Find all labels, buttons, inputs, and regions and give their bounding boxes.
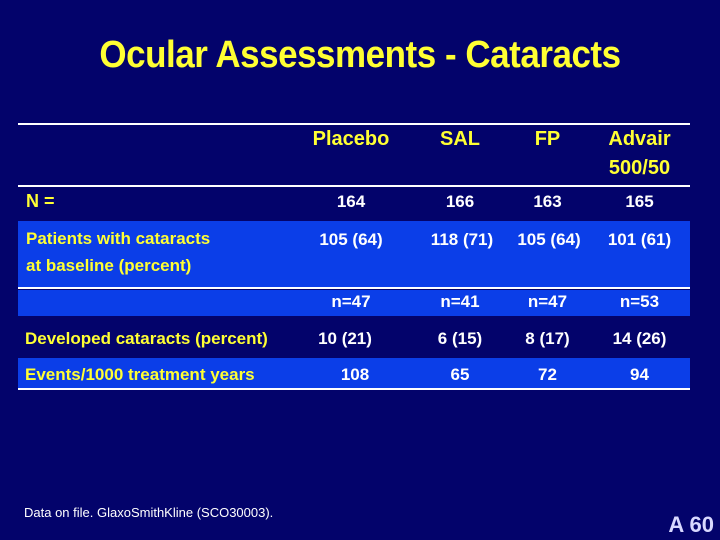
row-label-developed: Developed cataracts (percent) [25, 329, 268, 348]
row-label-baseline-2: at baseline (percent) [26, 256, 192, 275]
col-header-placebo: Placebo [312, 128, 390, 150]
cell-baseline-sal: 118 (71) [430, 230, 494, 249]
row-label-n: N = [26, 191, 55, 211]
slide-title: Ocular Assessments - Cataracts [99, 34, 621, 76]
row-label-events: Events/1000 treatment years [25, 365, 255, 384]
cell-baseline-fp: 105 (64) [517, 230, 581, 249]
cell-events-placebo: 108 [340, 365, 370, 384]
cell-baseline-advair: 101 (61) [607, 230, 672, 249]
row-band-events [18, 358, 690, 388]
col-header-advair: Advair [608, 128, 671, 150]
cell-developed-placebo: 10 (21) [318, 329, 372, 348]
footnote: Data on file. GlaxoSmithKline (SCO30003)… [24, 505, 274, 520]
col-header-advair-dose: 500/50 [608, 157, 671, 179]
table-bottom-rule [18, 388, 690, 390]
cell-developed-sal: 6 (15) [437, 329, 483, 348]
cell-n-sal: 166 [445, 192, 475, 211]
row-band-subgroup-n [18, 290, 690, 316]
cell-developed-advair: 14 (26) [612, 329, 667, 348]
cell-events-sal: 65 [450, 365, 470, 384]
cell-events-advair: 94 [630, 365, 649, 384]
cell-n-advair: 165 [625, 192, 654, 211]
row-label-baseline-1: Patients with cataracts [26, 229, 211, 248]
baseline-rule [18, 287, 690, 289]
cell-n-fp: 163 [533, 192, 562, 211]
cell-subn-fp: n=47 [527, 292, 568, 311]
row-band-baseline [18, 221, 690, 287]
cell-events-fp: 72 [538, 365, 557, 384]
cell-subn-placebo: n=47 [331, 292, 371, 311]
page-label: A 60 [668, 512, 714, 537]
header-rule [18, 185, 690, 187]
col-header-fp: FP [534, 128, 561, 150]
cell-subn-advair: n=53 [619, 292, 660, 311]
cell-baseline-placebo: 105 (64) [319, 230, 383, 249]
cell-developed-fp: 8 (17) [525, 329, 570, 348]
table-top-rule [18, 123, 690, 125]
cell-subn-sal: n=41 [440, 292, 480, 311]
cell-n-placebo: 164 [336, 192, 366, 211]
col-header-sal: SAL [440, 128, 480, 150]
